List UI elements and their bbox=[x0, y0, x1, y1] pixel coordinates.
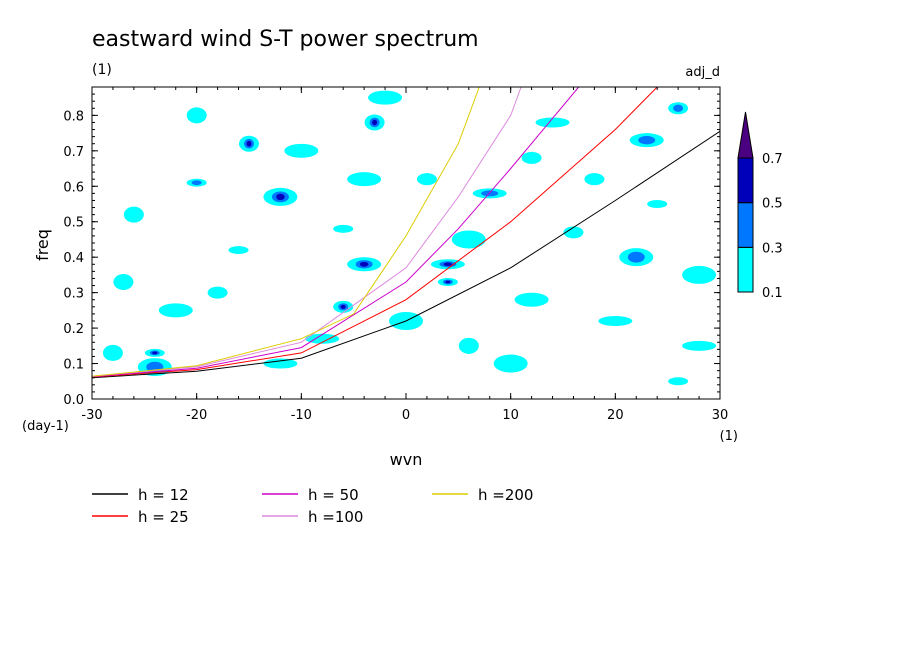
x-unit-label: (1) bbox=[720, 429, 738, 444]
y-axis: 0.0 0.1 0.2 0.3 0.4 0.5 0.6 0.7 0.8 bbox=[63, 86, 720, 408]
series-line bbox=[92, 130, 720, 379]
x-tick-label: -30 bbox=[81, 408, 102, 423]
series-line bbox=[92, 87, 480, 377]
x-tick-label: -10 bbox=[291, 408, 312, 423]
colorbar-label: 0.7 bbox=[762, 152, 783, 167]
colorbar-segment bbox=[737, 246, 754, 293]
contour-patch bbox=[682, 265, 717, 284]
contour-patch bbox=[682, 340, 717, 351]
chart-unit-label: (1) bbox=[92, 62, 112, 78]
chart-tag: adj_d bbox=[685, 65, 720, 80]
contour-patch bbox=[284, 143, 319, 158]
legend-label: h = 50 bbox=[308, 486, 359, 504]
y-unit-label: (day-1) bbox=[22, 419, 69, 434]
contour-patch bbox=[627, 251, 645, 263]
contour-patch bbox=[246, 140, 252, 147]
y-tick-label: 0.3 bbox=[63, 287, 84, 302]
x-axis-label: wvn bbox=[390, 450, 423, 469]
contour-patch bbox=[521, 151, 542, 164]
y-tick-label: 0.2 bbox=[63, 322, 84, 337]
contour-patch bbox=[368, 90, 403, 105]
dispersion-curves bbox=[92, 87, 720, 379]
contour-patch bbox=[186, 107, 207, 124]
colorbar: 0.1 0.3 0.5 0.7 bbox=[737, 111, 783, 301]
y-tick-label: 0.6 bbox=[63, 180, 84, 195]
contour-patch bbox=[359, 261, 369, 267]
contour-patch bbox=[102, 344, 123, 361]
contour-patch bbox=[333, 224, 354, 233]
contour-patch bbox=[563, 226, 584, 239]
contour-patch bbox=[445, 280, 451, 284]
contour-patch bbox=[305, 333, 340, 344]
contour-patch bbox=[123, 206, 144, 223]
contour-patch bbox=[638, 135, 656, 145]
contour-field bbox=[102, 90, 717, 386]
contour-patch bbox=[584, 173, 605, 186]
contour-patch bbox=[493, 354, 528, 373]
series-line bbox=[92, 87, 522, 377]
series-line bbox=[92, 87, 658, 378]
contour-patch bbox=[673, 104, 684, 112]
contour-patch bbox=[372, 119, 378, 126]
y-tick-label: 0.7 bbox=[63, 145, 84, 160]
colorbar-label: 0.5 bbox=[762, 197, 783, 212]
contour-patch bbox=[228, 246, 249, 255]
contour-patch bbox=[598, 316, 633, 326]
y-tick-label: 0.0 bbox=[63, 393, 84, 408]
x-tick-label: 20 bbox=[607, 408, 624, 423]
legend-label: h = 12 bbox=[138, 486, 189, 504]
x-tick-label: 0 bbox=[402, 408, 410, 423]
y-tick-label: 0.5 bbox=[63, 216, 84, 231]
y-axis-label: freq bbox=[33, 229, 52, 261]
y-tick-label: 0.4 bbox=[63, 251, 84, 266]
contour-patch bbox=[347, 172, 382, 187]
colorbar-label: 0.1 bbox=[762, 286, 783, 301]
x-tick-label: -20 bbox=[186, 408, 207, 423]
colorbar-segment bbox=[737, 157, 754, 204]
chart-title: eastward wind S-T power spectrum bbox=[92, 27, 479, 52]
x-tick-label: 10 bbox=[502, 408, 519, 423]
contour-patch bbox=[443, 262, 453, 267]
y-tick-label: 0.8 bbox=[63, 109, 84, 124]
legend-label: h = 25 bbox=[138, 508, 189, 526]
contour-patch bbox=[263, 358, 298, 369]
contour-patch bbox=[535, 117, 570, 128]
contour-patch bbox=[207, 286, 228, 299]
contour-patch bbox=[276, 193, 285, 201]
legend-label: h =100 bbox=[308, 508, 363, 526]
contour-patch bbox=[191, 180, 202, 186]
colorbar-segment bbox=[737, 202, 754, 248]
contour-patch bbox=[458, 337, 479, 354]
legend: h = 12 h = 25 h = 50 h =100 h =200 bbox=[92, 486, 533, 526]
colorbar-extend-arrow bbox=[737, 111, 754, 159]
contour-patch bbox=[416, 173, 437, 186]
contour-patch bbox=[158, 303, 193, 318]
colorbar-label: 0.3 bbox=[762, 241, 783, 256]
series-line bbox=[92, 87, 580, 378]
contour-patch bbox=[647, 200, 668, 208]
contour-patch bbox=[340, 304, 346, 309]
contour-patch bbox=[514, 292, 549, 307]
legend-label: h =200 bbox=[478, 486, 533, 504]
contour-patch bbox=[152, 351, 158, 355]
x-tick-label: 30 bbox=[712, 408, 729, 423]
contour-patch bbox=[113, 274, 134, 290]
x-axis: -30 -20 -10 0 10 20 30 bbox=[81, 87, 728, 423]
plot-frame bbox=[91, 86, 721, 400]
y-tick-label: 0.1 bbox=[63, 358, 84, 373]
contour-patch bbox=[451, 230, 486, 249]
contour-patch bbox=[668, 377, 689, 386]
